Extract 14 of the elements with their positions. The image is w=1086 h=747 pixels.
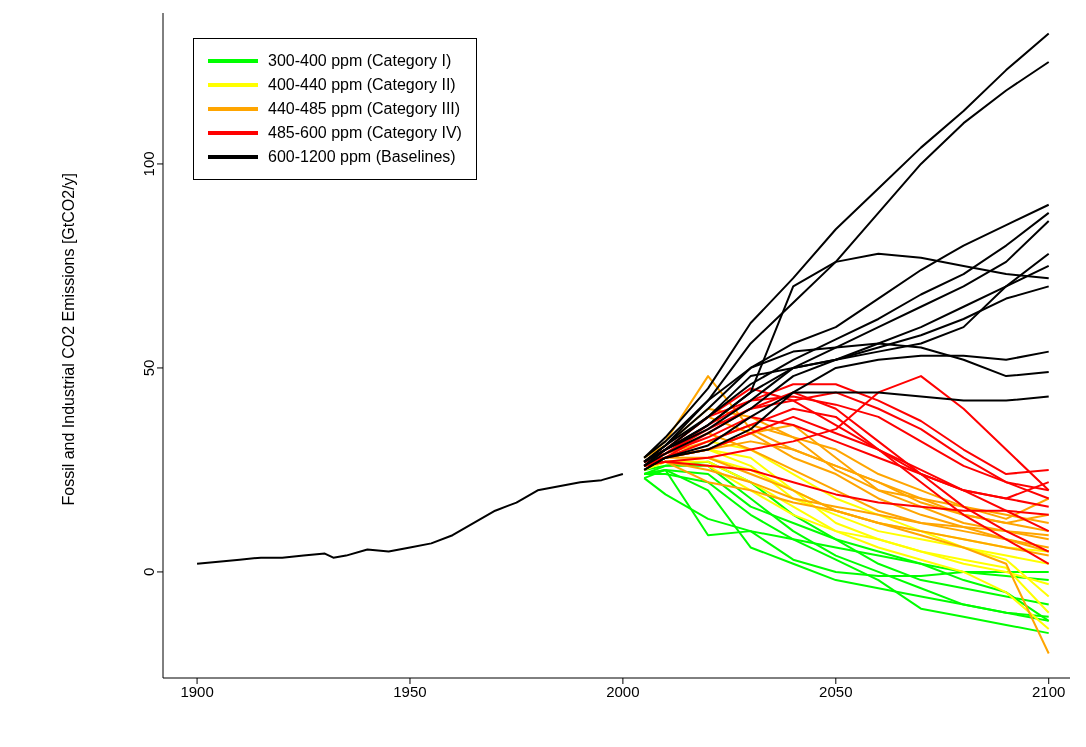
legend-label: 440-485 ppm (Category III) <box>268 100 461 118</box>
legend-label: 485-600 ppm (Category IV) <box>268 124 462 142</box>
y-tick-label: 0 <box>140 567 158 577</box>
x-tick-label: 2050 <box>819 682 853 700</box>
x-tick-label: 1950 <box>393 682 427 700</box>
legend-label: 300-400 ppm (Category I) <box>268 52 452 70</box>
y-tick-label: 100 <box>140 151 158 177</box>
x-tick-label: 2100 <box>1032 682 1066 700</box>
y-axis-title: Fossil and Industrial CO2 Emissions [GtCO2/y] <box>59 172 77 506</box>
y-tick-label: 50 <box>140 359 158 377</box>
x-tick-label: 1900 <box>180 682 214 700</box>
legend-label: 600-1200 ppm (Baselines) <box>268 148 456 166</box>
x-tick-label: 2000 <box>606 682 640 700</box>
legend-label: 400-440 ppm (Category II) <box>268 76 456 94</box>
